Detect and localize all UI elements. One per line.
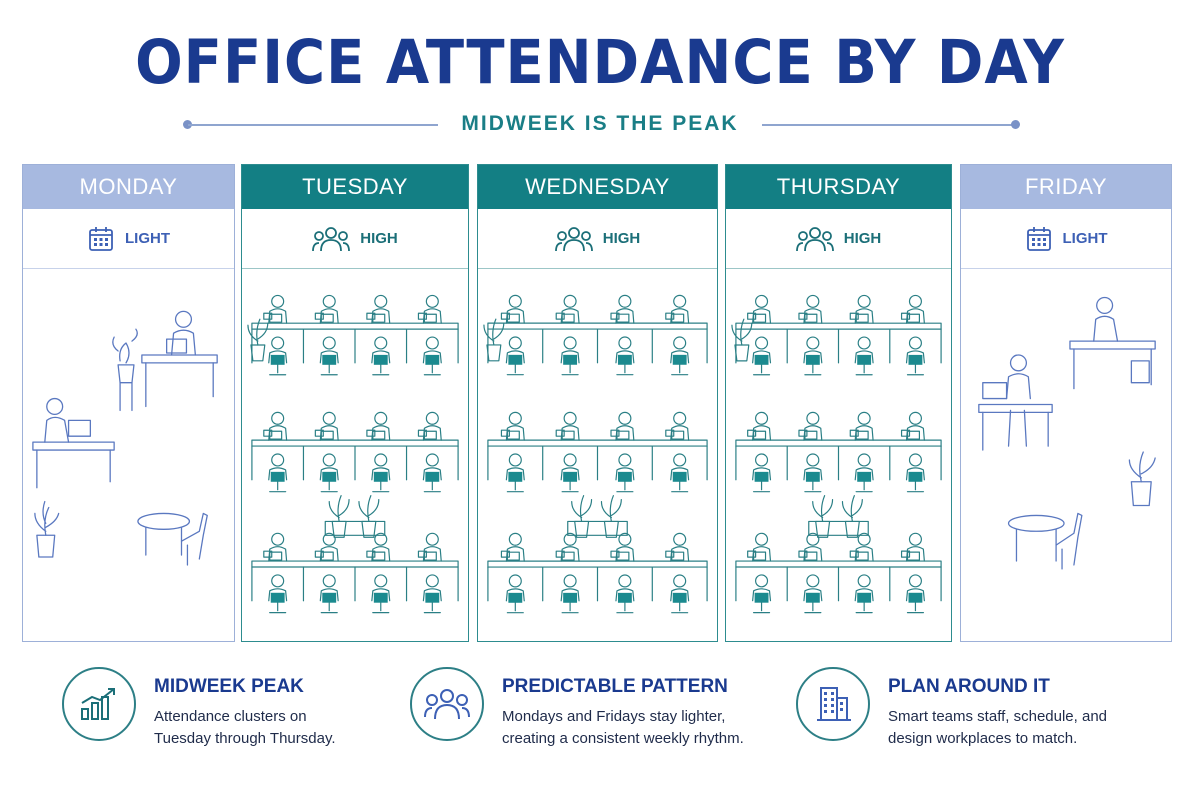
office-scene-light (961, 271, 1171, 641)
day-column-wednesday: WEDNESDAY HIGH (477, 164, 718, 642)
divider-line-right (762, 124, 1012, 126)
day-column-tuesday: TUESDAY HIGH (241, 164, 469, 642)
people-group-icon (795, 225, 834, 253)
calendar-icon (1025, 225, 1053, 253)
feature-text: Mondays and Fridays stay lighter, creati… (502, 708, 744, 747)
feature-title: MIDWEEK PEAK (154, 676, 304, 697)
attendance-level: LIGHT (23, 209, 234, 269)
divider-dot-left (183, 120, 192, 129)
day-name: FRIDAY (961, 165, 1171, 209)
bar-chart-up-icon (62, 667, 136, 741)
attendance-level: HIGH (726, 209, 951, 269)
people-group-icon (312, 225, 351, 253)
people-group-icon (410, 667, 484, 741)
day-name: WEDNESDAY (478, 165, 717, 209)
day-name: MONDAY (23, 165, 234, 209)
plant (34, 500, 60, 558)
page-subtitle: MIDWEEK IS THE PEAK (461, 112, 739, 135)
office-scene-busy (478, 271, 717, 641)
office-scene-busy (242, 271, 468, 641)
round-table (137, 512, 208, 566)
feature-midweek-peak: MIDWEEK PEAK Attendance clusters on Tues… (62, 664, 382, 764)
feature-text: Attendance clusters on Tuesday through T… (154, 708, 336, 747)
day-name: TUESDAY (242, 165, 468, 209)
level-label: HIGH (843, 230, 882, 247)
level-label: LIGHT (125, 230, 170, 247)
office-scene-busy (726, 271, 951, 641)
office-scene-light (23, 271, 234, 641)
day-name: THURSDAY (726, 165, 951, 209)
level-label: HIGH (602, 230, 641, 247)
divider-line-left (188, 124, 438, 126)
day-column-monday: MONDAY LIGHT (22, 164, 235, 642)
day-column-thursday: THURSDAY HIGH (725, 164, 952, 642)
divider-dot-right (1011, 120, 1020, 129)
attendance-level: HIGH (242, 209, 468, 269)
plant (1128, 451, 1156, 507)
desk-worker (978, 354, 1053, 451)
subtitle-bar: MIDWEEK IS THE PEAK (0, 112, 1200, 138)
people-group-icon (554, 225, 593, 253)
feature-predictable-pattern: PREDICTABLE PATTERN Mondays and Fridays … (410, 664, 770, 764)
desk-worker (32, 397, 115, 489)
attendance-level: HIGH (478, 209, 717, 269)
office-building-icon (796, 667, 870, 741)
feature-text: Smart teams staff, schedule, and design … (888, 708, 1108, 747)
attendance-level: LIGHT (961, 209, 1171, 269)
feature-plan-around-it: PLAN AROUND IT Smart teams staff, schedu… (796, 664, 1156, 764)
feature-title: PREDICTABLE PATTERN (502, 676, 728, 697)
round-table (1007, 512, 1083, 570)
feature-title: PLAN AROUND IT (888, 676, 1050, 697)
page-title: OFFICE ATTENDANCE BY DAY (135, 28, 1065, 99)
level-label: HIGH (360, 230, 398, 247)
desk-worker (112, 310, 218, 412)
calendar-icon (87, 225, 115, 253)
desk-worker (1069, 296, 1156, 390)
day-column-friday: FRIDAY LIGHT (960, 164, 1172, 642)
level-label: LIGHT (1062, 230, 1108, 247)
